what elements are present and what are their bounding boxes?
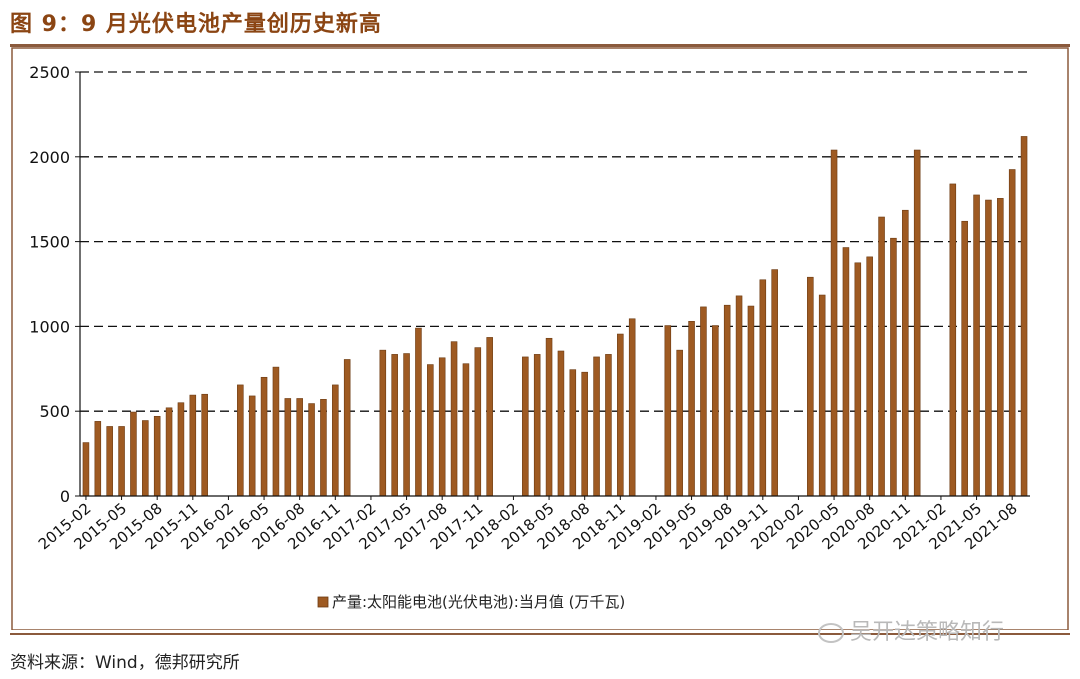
y-tick-label: 0 <box>60 487 70 506</box>
bar-2015-11 <box>189 394 197 497</box>
bar-2020-12 <box>913 149 921 497</box>
bar-2018-11 <box>617 333 624 497</box>
bar-2017-03 <box>379 349 387 497</box>
bar-2016-06 <box>272 366 280 497</box>
bar-2021-05 <box>973 194 980 497</box>
bar-2019-03 <box>664 325 672 497</box>
bar-2015-08 <box>153 415 161 497</box>
grid-lines <box>80 71 1030 412</box>
bar-2015-04 <box>106 426 113 497</box>
bar-2019-07 <box>712 325 719 497</box>
bar-2015-12 <box>201 393 208 497</box>
bar-2017-12 <box>486 337 493 497</box>
bar-2018-09 <box>593 356 600 497</box>
bar-2019-06 <box>700 306 707 497</box>
bar-2020-04 <box>818 294 826 497</box>
bar-2017-10 <box>462 363 470 497</box>
bar-2019-04 <box>676 349 683 497</box>
y-tick-label: 2500 <box>29 63 70 82</box>
bar-2016-05 <box>260 376 268 497</box>
bar-2016-12 <box>343 359 351 497</box>
bar-2015-02 <box>82 442 90 497</box>
bar-2017-04 <box>391 354 398 497</box>
bar-2018-03 <box>522 356 529 497</box>
y-tick-label: 1500 <box>29 233 70 252</box>
bar-2020-07 <box>854 262 862 497</box>
bar-2018-04 <box>533 354 541 497</box>
bar-2021-06 <box>985 199 992 497</box>
bar-2016-10 <box>320 399 327 497</box>
y-tick-label: 2000 <box>29 148 70 167</box>
y-tick-label: 500 <box>39 402 70 421</box>
bar-2020-11 <box>902 209 909 497</box>
bar-2015-07 <box>142 420 149 497</box>
bar-2015-09 <box>165 407 173 497</box>
bar-2018-12 <box>628 318 636 497</box>
y-axis-ticks: 0 500 1000 1500 2000 2500 <box>29 63 80 506</box>
wechat-icon <box>818 623 844 643</box>
legend-label: 产量:太阳能电池(光伏电池):当月值 (万千瓦) <box>332 593 625 611</box>
legend-swatch <box>317 596 329 608</box>
bar-2015-03 <box>94 421 102 497</box>
bar-2019-11 <box>759 279 767 497</box>
bar-2019-08 <box>723 304 731 497</box>
bar-2016-09 <box>308 403 315 497</box>
bar-2018-07 <box>569 369 577 497</box>
bar-2017-08 <box>438 357 446 497</box>
bar-2016-07 <box>284 398 292 497</box>
y-tick-label: 1000 <box>29 317 70 336</box>
bar-2016-04 <box>248 395 256 497</box>
bottom-divider <box>10 633 1070 635</box>
bar-2015-05 <box>118 426 125 497</box>
bar-series <box>82 136 1028 497</box>
bar-2016-03 <box>237 384 244 497</box>
bar-2020-03 <box>807 276 814 497</box>
bar-2019-09 <box>735 295 743 497</box>
bar-2020-10 <box>890 237 897 497</box>
bar-2017-09 <box>450 341 458 497</box>
bar-2021-07 <box>997 198 1004 497</box>
chart-frame <box>11 47 1069 630</box>
bar-2019-10 <box>747 305 755 497</box>
bar-2016-08 <box>296 398 303 497</box>
bar-2017-06 <box>415 327 422 497</box>
bar-2017-11 <box>474 347 482 497</box>
bar-2018-06 <box>557 350 565 497</box>
top-divider <box>10 44 1070 47</box>
bar-2017-05 <box>403 353 410 497</box>
bar-2020-05 <box>830 149 838 497</box>
bar-2017-07 <box>427 364 434 497</box>
bar-chart: 0 500 1000 1500 2000 2500 2015-022015-052015-… <box>11 47 1069 630</box>
watermark: 吴开达策略知行 <box>818 614 1004 646</box>
bar-2021-08 <box>1008 169 1016 497</box>
bar-2021-03 <box>949 183 957 497</box>
page-title: 图 9：9 月光伏电池产量创历史新高 <box>10 12 382 37</box>
watermark-text: 吴开达策略知行 <box>850 620 1005 645</box>
bar-2018-05 <box>545 337 553 497</box>
bar-2020-08 <box>866 256 873 497</box>
bar-2018-08 <box>581 371 588 497</box>
bar-2016-11 <box>332 384 339 497</box>
bar-2021-04 <box>961 220 968 497</box>
bar-2021-09 <box>1020 136 1028 497</box>
bar-2019-05 <box>688 321 695 497</box>
bar-2020-09 <box>878 216 885 497</box>
bar-2015-10 <box>177 402 185 497</box>
axes <box>79 72 1030 497</box>
bar-2020-06 <box>842 247 850 497</box>
x-axis-ticks: 2015-022015-052015-082015-112016-022016-… <box>35 496 1021 553</box>
bar-2018-10 <box>605 354 612 497</box>
bar-2019-12 <box>771 269 778 497</box>
bar-2015-06 <box>130 411 137 497</box>
legend: 产量:太阳能电池(光伏电池):当月值 (万千瓦) <box>317 593 625 611</box>
source-note: 资料来源：Wind，德邦研究所 <box>10 653 240 673</box>
